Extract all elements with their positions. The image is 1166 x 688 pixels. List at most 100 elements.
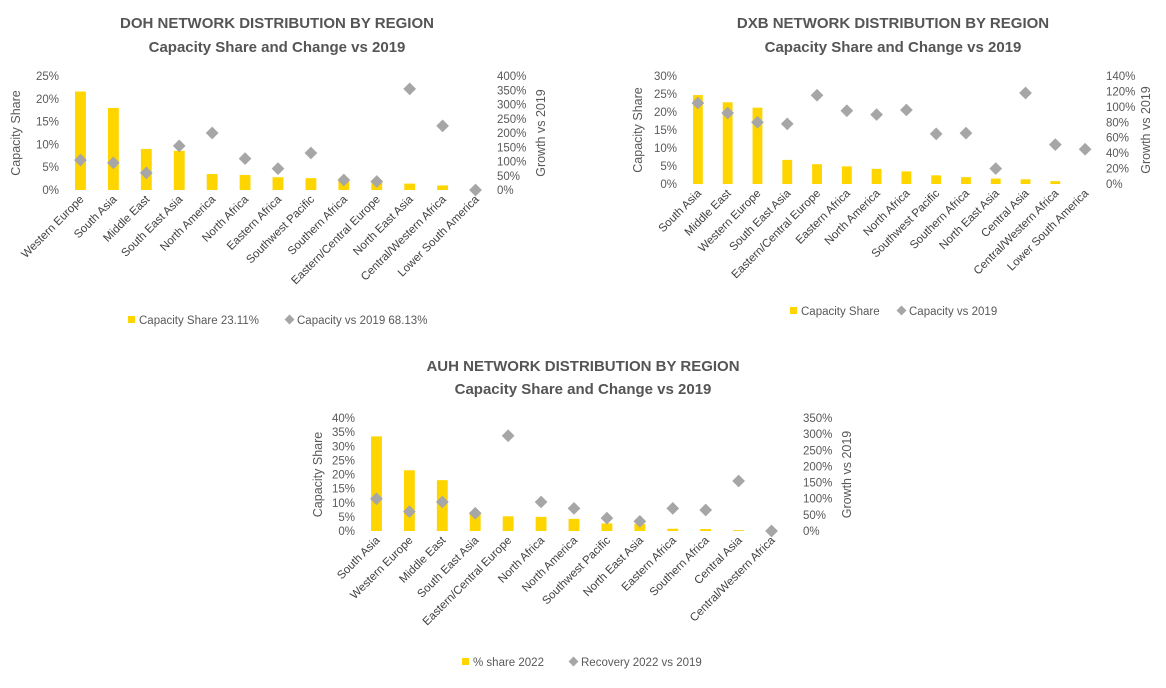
- y2-tick-label: 300%: [803, 429, 832, 441]
- y2-tick-label: 50%: [497, 171, 520, 183]
- y2-tick-label: 250%: [803, 445, 832, 457]
- y2-tick-label: 200%: [497, 128, 526, 140]
- y-tick-label: 20%: [654, 107, 677, 119]
- bar: [961, 177, 971, 184]
- y-axis-label: Capacity Share: [631, 87, 645, 173]
- y-tick-label: 0%: [338, 526, 355, 538]
- marker-point: [534, 495, 548, 509]
- legend-label: Capacity Share 23.11%: [139, 315, 259, 327]
- marker-point: [205, 126, 219, 140]
- marker-point: [403, 505, 416, 518]
- bar: [206, 174, 218, 190]
- legend-label: Recovery 2022 vs 2019: [581, 657, 702, 669]
- bar: [782, 159, 793, 184]
- bar: [990, 178, 1001, 184]
- bar: [752, 107, 763, 184]
- y2-tick-label: 0%: [803, 526, 820, 538]
- y-tick-label: 10%: [654, 143, 677, 155]
- y2-tick-label: 100%: [1106, 102, 1135, 114]
- y-tick-label: 20%: [332, 470, 355, 482]
- marker-point: [870, 108, 883, 121]
- marker-point: [959, 126, 973, 140]
- legend-bar-swatch: [128, 316, 135, 323]
- bar: [305, 178, 317, 190]
- y-tick-label: 5%: [338, 512, 355, 524]
- bar: [403, 470, 415, 531]
- bar: [239, 174, 251, 190]
- y-tick-label: 5%: [660, 161, 677, 173]
- marker-point: [436, 119, 449, 133]
- y-tick-label: 15%: [36, 117, 59, 129]
- legend-label: Capacity vs 2019: [909, 306, 997, 318]
- marker-point: [304, 146, 318, 160]
- legend-label: Capacity Share: [801, 306, 880, 318]
- bar: [371, 436, 382, 531]
- y-tick-label: 15%: [332, 484, 355, 496]
- marker-point: [699, 503, 713, 517]
- y2-tick-label: 100%: [497, 157, 526, 169]
- y2-tick-label: 120%: [1106, 86, 1135, 98]
- marker-point: [107, 156, 120, 170]
- chart-1: DOH NETWORK DISTRIBUTION BY REGION Capaci…: [9, 15, 548, 327]
- y2-tick-label: 100%: [803, 494, 832, 506]
- y-tick-label: 35%: [332, 427, 355, 439]
- marker-point: [1078, 142, 1092, 156]
- marker-point: [139, 166, 153, 180]
- y-tick-label: 30%: [654, 71, 677, 83]
- marker-point: [238, 152, 252, 166]
- marker-point: [469, 183, 482, 197]
- bar: [733, 530, 745, 531]
- chart-2: DXB NETWORK DISTRIBUTION BY REGION Capaci…: [631, 15, 1153, 318]
- y-tick-label: 15%: [654, 125, 677, 137]
- y-tick-label: 40%: [332, 413, 355, 425]
- y2-tick-label: 250%: [497, 114, 526, 126]
- bar: [75, 91, 86, 190]
- legend-marker-swatch: [284, 314, 295, 325]
- bar: [469, 514, 481, 531]
- y2-tick-label: 140%: [1106, 71, 1135, 83]
- marker-point: [810, 88, 824, 102]
- y-tick-label: 10%: [332, 498, 355, 510]
- bar: [502, 516, 514, 531]
- marker-point: [435, 495, 449, 509]
- bar: [700, 529, 712, 531]
- bar: [404, 183, 416, 190]
- y-tick-label: 0%: [660, 179, 677, 191]
- marker-point: [732, 474, 745, 488]
- y2-tick-label: 60%: [1106, 133, 1129, 145]
- y2-tick-label: 40%: [1106, 148, 1129, 160]
- y2-tick-label: 350%: [803, 413, 832, 425]
- category-label: North East Asia: [351, 193, 416, 258]
- marker-point: [900, 103, 913, 117]
- y-tick-label: 30%: [332, 441, 355, 453]
- marker-point: [172, 139, 186, 153]
- chart-title: DOH NETWORK DISTRIBUTION BY REGION: [120, 15, 434, 32]
- marker-point: [370, 175, 384, 188]
- category-label: Southern Africa: [648, 534, 713, 599]
- chart-3: AUH NETWORK DISTRIBUTION BY REGION Capaci…: [311, 358, 854, 669]
- marker-point: [1048, 138, 1062, 152]
- y2-tick-label: 150%: [497, 142, 526, 154]
- chart-title: AUH NETWORK DISTRIBUTION BY REGION: [426, 358, 739, 375]
- bar: [722, 102, 733, 184]
- y-tick-label: 25%: [654, 89, 677, 101]
- y2-tick-label: 0%: [497, 185, 514, 197]
- legend-label: Capacity vs 2019 68.13%: [297, 315, 427, 327]
- legend: Capacity Share Capacity vs 2019: [790, 305, 997, 318]
- y-tick-label: 10%: [36, 139, 59, 151]
- y2-tick-label: 300%: [497, 100, 526, 112]
- y2-tick-label: 150%: [803, 478, 832, 490]
- y2-tick-label: 80%: [1106, 117, 1129, 129]
- y2-tick-label: 200%: [803, 461, 832, 473]
- y-tick-label: 25%: [36, 71, 59, 83]
- bar: [107, 107, 119, 190]
- marker-point: [600, 511, 614, 525]
- y-axis-label: Capacity Share: [9, 90, 23, 176]
- bar: [812, 164, 822, 184]
- legend-bar-swatch: [462, 658, 469, 665]
- marker-point: [780, 117, 794, 131]
- y-tick-label: 5%: [42, 162, 59, 174]
- legend: % share 2022 Recovery 2022 vs 2019: [462, 656, 702, 669]
- bar: [535, 516, 547, 531]
- marker-point: [1019, 86, 1032, 100]
